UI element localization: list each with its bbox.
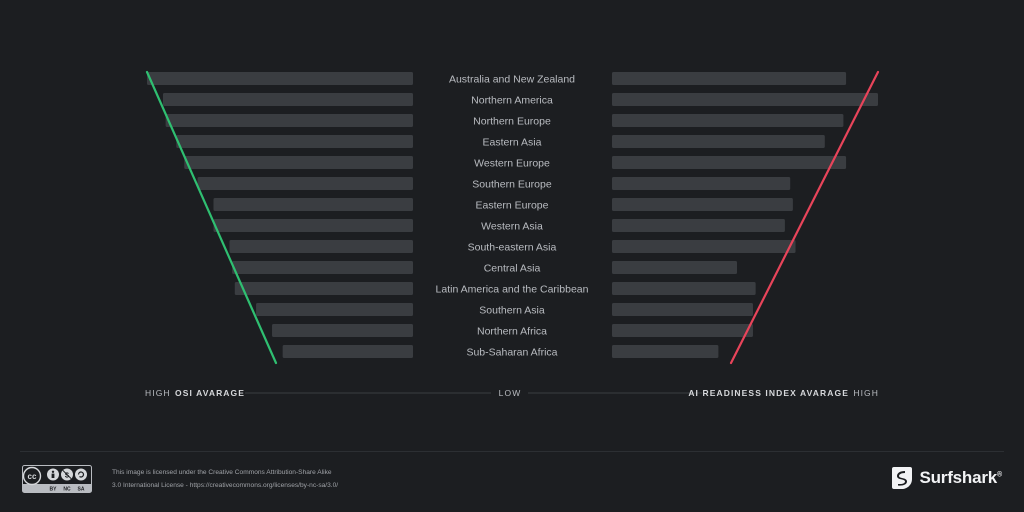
ai-bar-western-asia [612,219,785,232]
osi-bar-southern-europe [197,177,413,190]
osi-bar-northern-africa [272,324,413,337]
osi-bar-western-europe [184,156,413,169]
osi-bar-australia-and-new-zealand [147,72,413,85]
axis-right-title: AI READINESS INDEX AVARAGE [688,388,849,398]
osi-bar-northern-america [162,93,413,106]
ai-bar-australia-and-new-zealand [612,72,847,85]
osi-bar-eastern-europe [213,198,413,211]
axis-center-low: LOW [499,388,522,398]
ai-bar-northern-africa [612,324,753,337]
axis-left-title: OSI AVARAGE [175,388,245,398]
region-label-eastern-europe: Eastern Europe [476,200,549,212]
ai-bar-latin-america-and-the-caribbean [612,282,756,295]
license-text: This image is licensed under the Creativ… [112,466,432,492]
osi-bar-central-asia [232,261,413,274]
osi-bar-western-asia [213,219,413,232]
region-label-western-europe: Western Europe [474,158,550,170]
ai-bar-central-asia [612,261,738,274]
osi-bar-latin-america-and-the-caribbean [234,282,413,295]
ai-bar-sub-saharan-africa [612,345,719,358]
cc-badge-nc: NC [63,487,71,493]
license-line-2[interactable]: 3.0 International License - https://crea… [112,482,339,489]
ai-bar-south-eastern-asia [612,240,796,253]
cc-license-badge[interactable]: cc $ BY NC SA [22,465,92,493]
ai-bar-western-europe [612,156,847,169]
axis-right-high: HIGH [853,388,879,398]
cc-badge-sa: SA [78,487,85,493]
osi-bar-sub-saharan-africa [282,345,413,358]
osi-bar-eastern-asia [176,135,413,148]
butterfly-chart: Australia and New Zealand Northern Americ… [145,70,880,398]
region-label-western-asia: Western Asia [481,221,543,233]
cc-icon [22,466,42,486]
region-label-latin-america-and-the-caribbean: Latin America and the Caribbean [436,284,589,296]
brand-logo[interactable]: Surfshark® [891,464,1002,492]
region-label-sub-saharan-africa: Sub-Saharan Africa [466,347,557,359]
ai-bar-eastern-europe [612,198,793,211]
ai-bar-southern-europe [612,177,791,190]
ai-bar-northern-europe [612,114,844,127]
ai-bar-eastern-asia [612,135,825,148]
ai-bar-southern-asia [612,303,753,316]
footer-divider [20,451,1004,452]
region-labels: Australia and New Zealand Northern Americ… [436,74,589,359]
ai-bar-northern-america [612,93,878,106]
region-label-southern-asia: Southern Asia [479,305,545,317]
cc-badge-cc: cc [28,472,37,481]
osi-bar-south-eastern-asia [229,240,413,253]
axis-left-high: HIGH [145,388,171,398]
region-label-southern-europe: Southern Europe [472,179,552,191]
surfshark-logo-icon [892,467,913,489]
brand-name: Surfshark® [919,468,1002,487]
region-label-northern-europe: Northern Europe [473,116,551,128]
region-label-central-asia: Central Asia [484,263,541,275]
region-label-australia-and-new-zealand: Australia and New Zealand [449,74,575,86]
right-bars [612,72,878,358]
cc-badge-by: BY [50,487,58,493]
region-label-eastern-asia: Eastern Asia [483,137,542,149]
osi-bar-northern-europe [165,114,413,127]
sa-icon [75,468,87,481]
region-label-south-eastern-asia: South-eastern Asia [468,242,557,254]
region-label-northern-africa: Northern Africa [477,326,547,338]
left-bars [147,72,413,358]
osi-bar-southern-asia [256,303,413,316]
license-line-1: This image is licensed under the Creativ… [112,469,332,476]
region-label-northern-america: Northern America [471,95,553,107]
ai-readiness-trend-line [729,70,880,365]
osi-trend-line [145,70,278,365]
